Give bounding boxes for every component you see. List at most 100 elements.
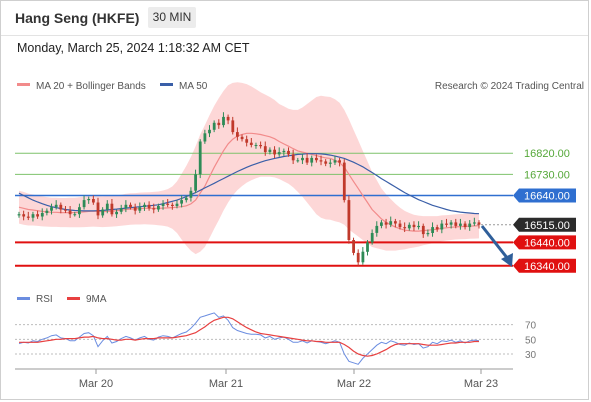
candle-body: [282, 150, 286, 153]
candle-body: [129, 204, 132, 208]
candle-body: [82, 200, 86, 208]
candle-body: [68, 210, 72, 215]
price-level-label: 16340.00: [524, 261, 570, 273]
ma9-legend-swatch: [67, 297, 80, 300]
candle-body: [194, 174, 197, 191]
candle-body: [356, 252, 360, 263]
candle-body: [40, 213, 44, 217]
candle-body: [384, 222, 388, 225]
candle-body: [459, 223, 462, 226]
candle-body: [254, 145, 258, 146]
ma20-legend-label: MA 20 + Bollinger Bands: [36, 81, 146, 92]
candle-body: [287, 150, 290, 155]
rsi-level-label: 50: [525, 335, 537, 346]
rsi-panel: 70 50 30: [15, 312, 537, 365]
candle-body: [375, 225, 379, 233]
candle-body: [249, 142, 253, 145]
candle-body: [328, 162, 332, 164]
candle-body: [226, 116, 230, 121]
candle-body: [22, 214, 26, 217]
candle-body: [236, 132, 239, 137]
rsi-ma9-line: [19, 316, 479, 357]
candle-body: [291, 154, 295, 161]
x-axis-tick-label: Mar 23: [464, 378, 498, 390]
rsi-line: [18, 312, 480, 365]
candle-body: [389, 221, 393, 225]
credit-label: Research © 2024 Trading Central: [435, 81, 584, 92]
candle-body: [473, 222, 476, 224]
candle-body: [45, 210, 49, 213]
candle-body: [449, 222, 453, 225]
ma50-legend-label: MA 50: [179, 81, 208, 92]
bollinger-band: [19, 82, 479, 255]
chart-header: Hang Seng (HKFE) 30 MIN: [1, 1, 588, 36]
candle-body: [96, 202, 100, 216]
candle-body: [31, 214, 35, 218]
candle-body: [119, 208, 123, 212]
candle-body: [147, 204, 151, 209]
candle-body: [398, 223, 402, 228]
candle-body: [133, 207, 137, 211]
candle-body: [73, 214, 77, 216]
candle-body: [78, 207, 81, 215]
timeframe-button[interactable]: 30 MIN: [148, 7, 196, 28]
x-axis-labels: Mar 20 Mar 21 Mar 22 Mar 23: [79, 369, 498, 390]
candle-body: [208, 129, 211, 134]
level-labels: 16820.00 16730.00 16640.00 16515.00 16440.00…: [513, 148, 576, 273]
candle-body: [333, 160, 337, 163]
price-level-tag: [513, 258, 576, 273]
candle-body: [189, 190, 193, 198]
candle-body: [435, 227, 439, 230]
candle-body: [259, 145, 262, 147]
candle-body: [417, 225, 420, 228]
candle-body: [403, 227, 407, 229]
candle-body: [394, 221, 397, 224]
price-level-tag: [513, 188, 576, 203]
price-level-tag: [513, 235, 576, 250]
rsi-legend-label: RSI: [36, 294, 53, 305]
x-axis-tick-label: Mar 22: [337, 378, 371, 390]
price-level-tag: [513, 217, 576, 232]
candle-body: [319, 160, 323, 162]
candle-body: [445, 223, 448, 225]
candle-body: [115, 211, 118, 215]
candle-body: [301, 157, 304, 161]
candle-body: [166, 203, 170, 205]
candle-body: [407, 224, 411, 229]
candle-body: [454, 222, 458, 226]
price-level-label: 16640.00: [524, 190, 570, 202]
ma50-legend-swatch: [160, 83, 173, 86]
candle-body: [421, 225, 425, 235]
candle-body: [268, 149, 272, 152]
candle-body: [324, 161, 328, 164]
price-level-label: 16730.00: [524, 169, 570, 181]
candle-body: [17, 214, 21, 216]
instrument-title: Hang Seng (HKFE): [15, 10, 140, 26]
price-level-label: 16515.00: [524, 220, 570, 232]
candle-body: [315, 157, 318, 161]
candle-body: [370, 233, 374, 243]
x-axis-tick-label: Mar 20: [79, 378, 113, 390]
candle-body: [426, 233, 430, 235]
candle-body: [440, 223, 444, 230]
candle-body: [59, 204, 63, 210]
candle-body: [342, 162, 346, 201]
ma50-line: [18, 153, 480, 215]
candle-body: [184, 197, 188, 201]
candle-body: [50, 207, 53, 211]
price-level-label: 16440.00: [524, 237, 570, 249]
candle-body: [138, 207, 142, 211]
candle-body: [175, 203, 179, 206]
candle-body: [338, 160, 341, 163]
candle-body: [152, 208, 156, 210]
candle-body: [361, 251, 365, 263]
candle-body: [171, 204, 174, 206]
candlesticks: [17, 112, 481, 267]
candle-body: [124, 204, 128, 209]
candle-body: [240, 136, 244, 140]
moving-averages: [18, 132, 480, 232]
candle-body: [92, 199, 95, 203]
candle-body: [217, 122, 221, 126]
